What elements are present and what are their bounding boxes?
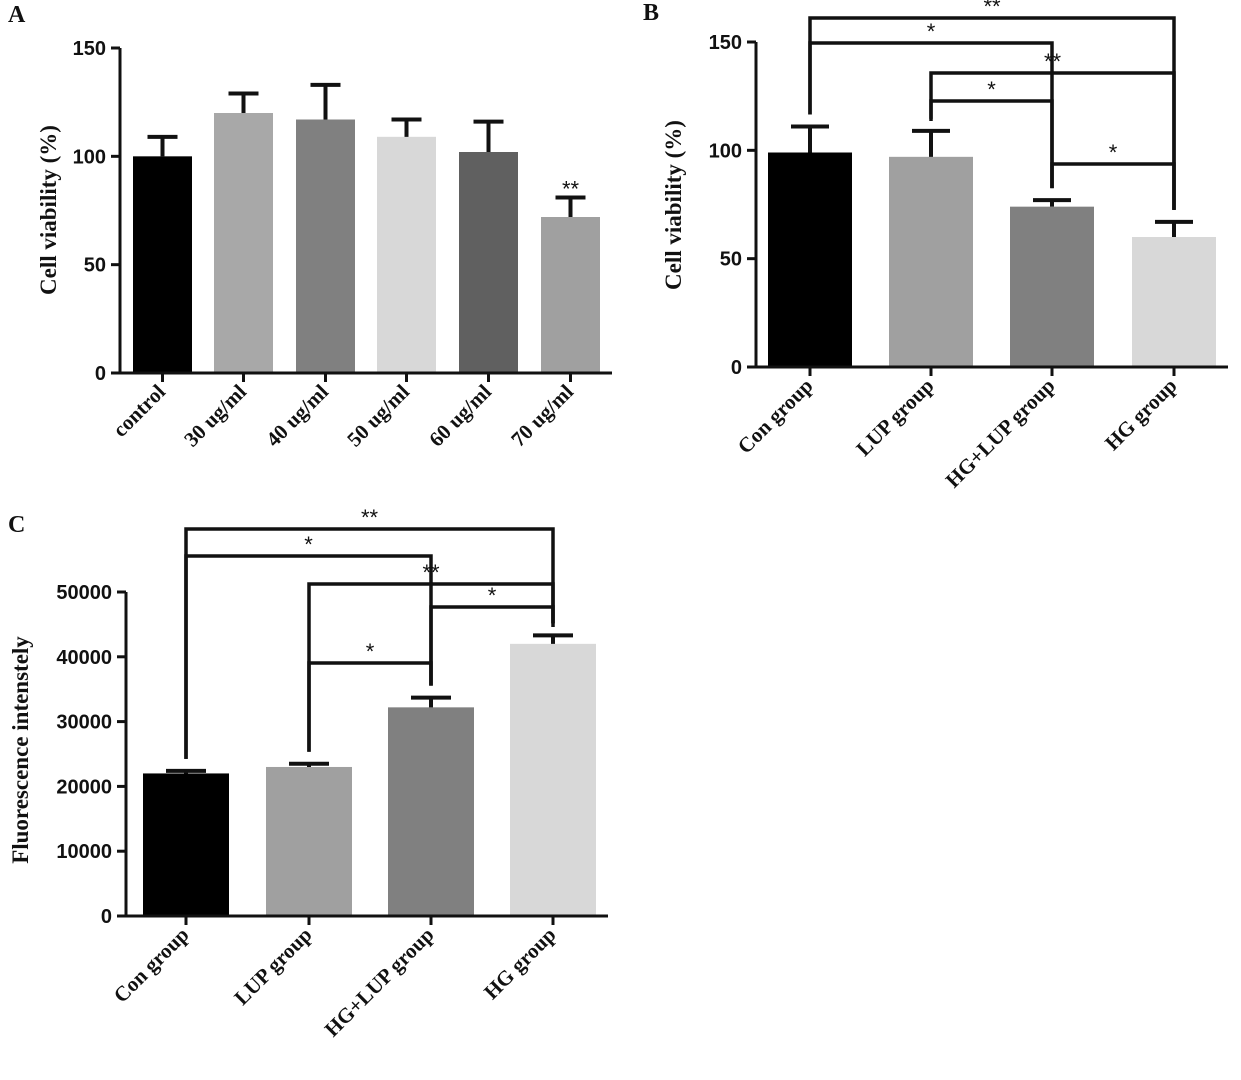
bar [459,152,518,373]
bar [296,119,355,373]
x-tick-label: HG group [1100,374,1181,455]
bar [541,217,600,373]
panel-c: C 0 10000 20000 30000 40000 50000 Con group LUP … [8,505,608,1041]
significance-label: * [304,532,313,557]
error-bar [411,695,451,708]
error-bar [289,761,329,767]
y-tick-label: 100 [73,146,106,168]
bar [214,113,273,373]
y-tick-label: 50 [84,255,106,277]
significance-bracket [307,661,433,752]
y-tick-label: 50 [720,249,742,271]
y-tick-label: 50000 [56,582,112,604]
bar [377,136,436,373]
significance-bracket [929,71,1176,210]
significance-label: ** [422,560,440,585]
bar [143,773,229,916]
significance-bracket [1050,162,1176,210]
bar [1010,206,1094,367]
error-bar [473,119,504,152]
error-bar [228,91,259,113]
panel-label: A [8,2,26,28]
significance-label: * [987,77,996,102]
y-axis-label: Cell viability (%) [661,120,686,290]
panel-a: A 0 50 100 150 control 30 ug/ml 40 ug/ml 50 ug/m… [8,2,612,451]
significance-bracket [808,16,1176,210]
error-bar [791,124,829,153]
error-bar [1033,198,1071,207]
bar [510,643,596,916]
x-tick-label: control [108,379,170,441]
bar [133,156,192,373]
y-axis-label: Fluorescence intenstely [8,636,33,864]
y-tick-label: 0 [95,363,106,385]
x-tick-label: 70 ug/ml [506,379,578,451]
significance-bracket [429,605,555,686]
x-tick-label: 60 ug/ml [424,379,496,451]
panel-b: B 0 50 100 150 Con group LUP group HG+LUP group… [643,0,1228,492]
significance-label: * [488,583,497,608]
significance-label: * [366,639,375,664]
x-tick-label: Con group [733,374,818,459]
x-tick-label: HG+LUP group [320,923,439,1042]
error-bar [310,82,341,120]
y-tick-label: 10000 [56,841,112,863]
bar [889,156,973,367]
error-bar [533,633,573,644]
y-tick-label: 100 [709,140,742,162]
x-tick-label: LUP group [851,374,938,461]
x-tick-label: 30 ug/ml [179,379,251,451]
significance-label: * [1109,140,1118,165]
bar [1132,237,1216,367]
error-bar [1155,219,1193,237]
y-tick-label: 0 [101,906,112,928]
significance-label: * [927,19,936,44]
x-tick-label: 50 ug/ml [342,379,414,451]
x-tick-label: HG+LUP group [941,374,1060,493]
significance-label: ** [361,505,379,530]
x-tick-label: Con group [109,923,194,1008]
error-bar [912,128,950,157]
error-bar [555,195,586,217]
error-bar [166,768,206,774]
y-tick-label: 20000 [56,776,112,798]
axis-line [118,48,612,375]
y-axis-label: Cell viability (%) [36,125,61,295]
y-tick-label: 150 [709,32,742,54]
significance-label: ** [983,0,1001,19]
significance-bracket [929,99,1054,189]
x-tick-label: HG group [479,923,560,1004]
bar [388,707,474,916]
significance-label: ** [562,177,580,202]
panel-label: B [643,0,659,26]
x-tick-label: LUP group [229,923,316,1010]
error-bar [147,134,178,157]
y-tick-label: 0 [731,357,742,379]
y-tick-label: 40000 [56,647,112,669]
significance-label: ** [1044,49,1062,74]
y-tick-label: 150 [73,38,106,60]
bar [768,152,852,367]
error-bar [391,117,422,137]
x-tick-label: 40 ug/ml [261,379,333,451]
y-tick-label: 30000 [56,712,112,734]
panel-label: C [8,512,25,538]
bar [266,766,352,916]
